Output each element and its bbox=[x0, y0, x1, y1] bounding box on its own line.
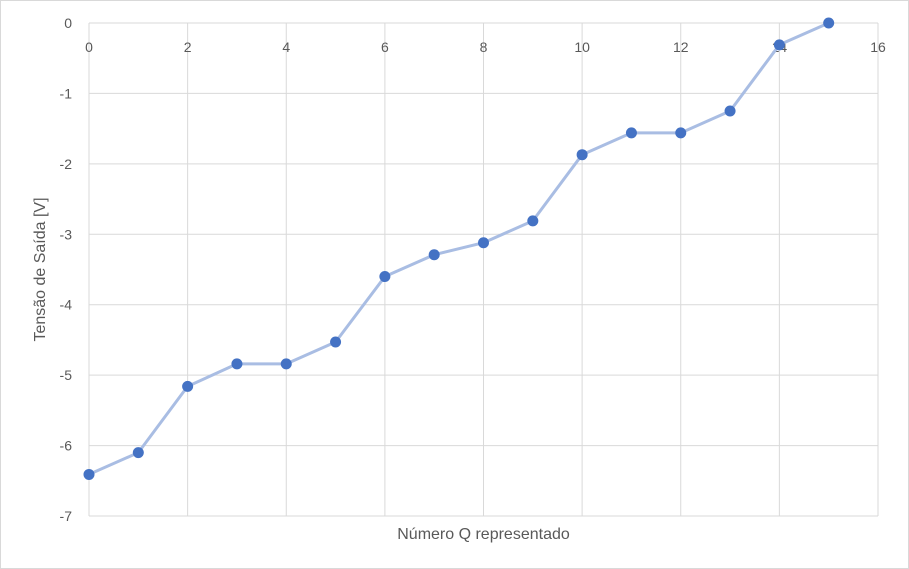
data-point bbox=[478, 237, 489, 249]
data-point bbox=[428, 249, 440, 261]
data-point bbox=[773, 39, 785, 51]
x-tick-label: 4 bbox=[282, 39, 290, 55]
data-point bbox=[527, 215, 539, 227]
data-point bbox=[330, 336, 342, 348]
x-tick-label: 12 bbox=[673, 39, 689, 55]
x-tick-label: 6 bbox=[381, 39, 389, 55]
data-point bbox=[576, 149, 588, 161]
y-tick-label: -3 bbox=[60, 226, 73, 242]
data-point bbox=[182, 380, 194, 392]
y-tick-label: -7 bbox=[60, 508, 73, 524]
data-point bbox=[132, 447, 144, 459]
y-tick-label: -1 bbox=[60, 85, 73, 101]
y-tick-label: 0 bbox=[64, 15, 72, 31]
tick-labels: 02468101214160-1-2-3-4-5-6-7 bbox=[60, 15, 886, 524]
data-point bbox=[379, 271, 391, 283]
x-tick-label: 0 bbox=[85, 39, 93, 55]
data-point bbox=[625, 127, 637, 139]
y-tick-label: -5 bbox=[60, 367, 73, 383]
series-line bbox=[88, 21, 830, 476]
data-point bbox=[675, 127, 687, 139]
data-point bbox=[83, 468, 95, 480]
y-tick-label: -6 bbox=[60, 438, 73, 454]
y-tick-label: -2 bbox=[60, 156, 73, 172]
data-point bbox=[724, 105, 736, 117]
x-tick-label: 8 bbox=[480, 39, 488, 55]
data-point bbox=[231, 358, 243, 370]
data-point bbox=[823, 17, 835, 29]
x-tick-label: 16 bbox=[870, 39, 886, 55]
data-point bbox=[280, 358, 292, 370]
gridlines bbox=[88, 22, 879, 517]
y-tick-label: -4 bbox=[60, 297, 73, 313]
x-tick-label: 10 bbox=[574, 39, 590, 55]
x-axis-title: Número Q representado bbox=[397, 526, 570, 543]
data-series bbox=[83, 17, 835, 480]
y-axis-title: Tensão de Saída [V] bbox=[32, 197, 49, 341]
x-tick-label: 2 bbox=[184, 39, 192, 55]
